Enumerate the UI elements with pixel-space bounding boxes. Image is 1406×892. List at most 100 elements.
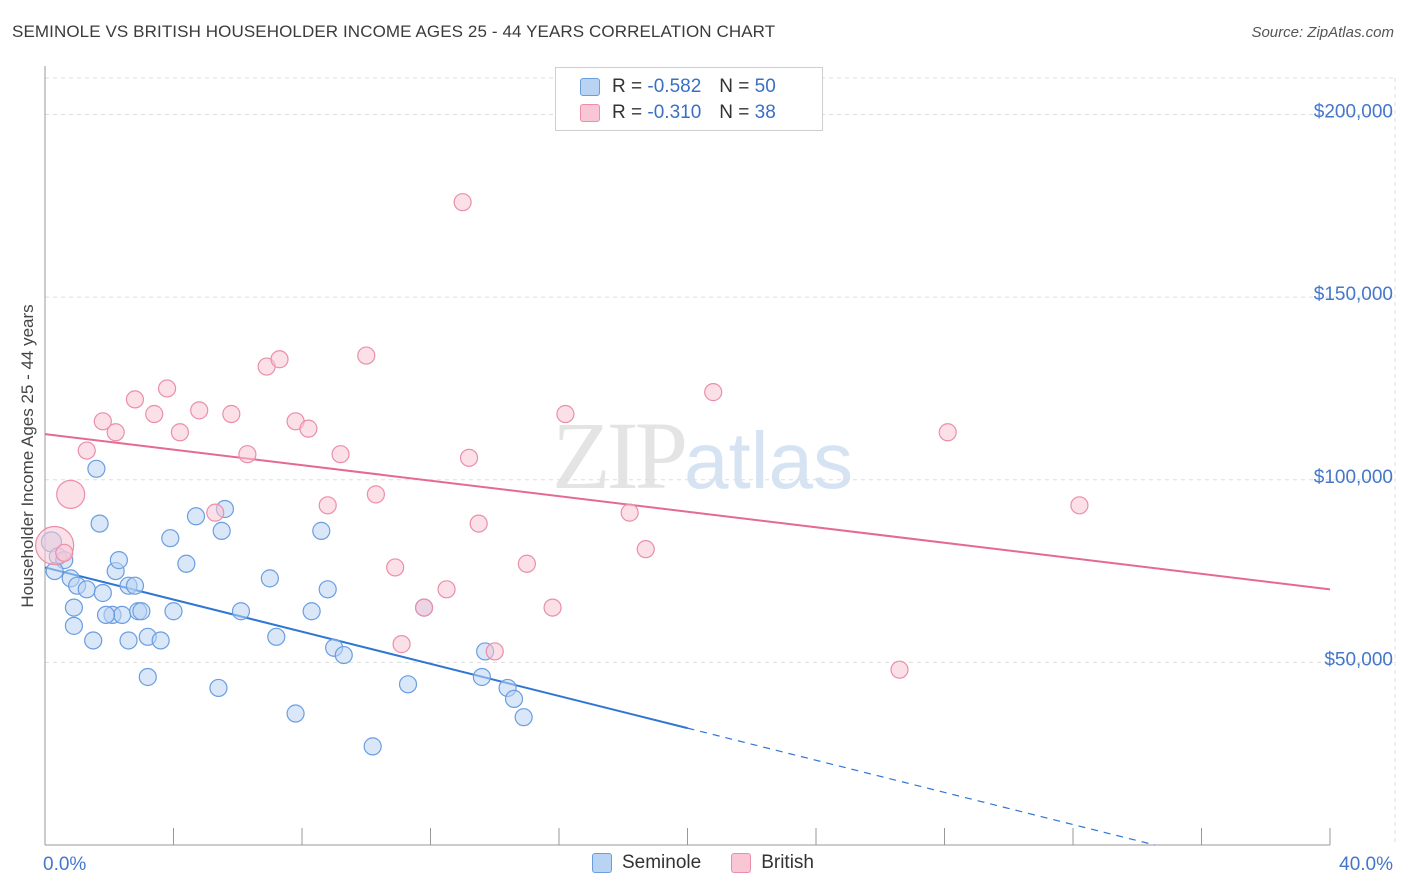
seminole-legend-swatch: [591, 853, 612, 873]
british-point: [222, 404, 241, 424]
british-point: [238, 445, 257, 464]
y-tick-label: $200,000: [1314, 102, 1393, 123]
british-point: [704, 383, 723, 402]
legend-row-british: R = -0.310 N = 38: [580, 100, 776, 126]
seminole-point: [312, 521, 331, 540]
seminole-point: [77, 580, 96, 599]
legend-item-british[interactable]: British: [731, 852, 814, 874]
seminole-point: [151, 631, 170, 650]
british-point: [157, 379, 177, 398]
series-legend: Seminole British: [0, 852, 1406, 874]
seminole-point: [318, 580, 337, 599]
seminole-point: [132, 602, 151, 621]
seminole-n-label: N =: [719, 76, 750, 97]
watermark-zip: ZIP: [552, 402, 688, 509]
british-point: [299, 419, 318, 438]
seminole-legend-label: Seminole: [621, 852, 702, 873]
seminole-point: [177, 554, 196, 573]
british-point: [1070, 496, 1089, 515]
british-point: [93, 412, 112, 431]
seminole-point: [186, 507, 206, 526]
chart-title: SEMINOLE VS BRITISH HOUSEHOLDER INCOME A…: [12, 22, 776, 41]
british-point: [437, 580, 456, 599]
british-point: [890, 660, 909, 679]
seminole-point: [84, 631, 103, 650]
x-tick-label: 40.0%: [1339, 854, 1393, 875]
british-point: [270, 350, 289, 369]
british-r-value: -0.310: [647, 102, 702, 123]
british-point: [459, 448, 479, 467]
seminole-point: [87, 459, 106, 478]
data-points: [35, 193, 1089, 756]
british-point: [386, 558, 405, 577]
seminole-point: [286, 704, 305, 723]
y-tick-label: $150,000: [1314, 284, 1393, 305]
british-point: [77, 441, 96, 460]
watermark: ZIPatlas: [552, 400, 853, 511]
seminole-point: [45, 561, 64, 581]
seminole-point: [138, 667, 157, 687]
british-point: [636, 540, 655, 559]
seminole-point: [260, 569, 279, 588]
british-point: [543, 598, 562, 617]
seminole-point: [90, 514, 109, 533]
british-legend-swatch: [731, 853, 752, 873]
british-point: [331, 445, 350, 464]
correlation-legend: R = -0.582 N = 50 R = -0.310 N = 38: [555, 67, 823, 131]
seminole-point: [302, 602, 321, 621]
seminole-trend-extension: [687, 727, 1155, 846]
british-n-label: N =: [719, 102, 750, 123]
seminole-point: [514, 708, 533, 727]
seminole-point: [504, 689, 524, 709]
seminole-point: [93, 583, 112, 603]
british-point: [206, 503, 225, 522]
seminole-point: [161, 529, 180, 548]
seminole-point: [334, 645, 353, 665]
british-point: [556, 404, 575, 424]
seminole-r-value: -0.582: [647, 76, 702, 97]
british-trend-line: [44, 433, 1331, 591]
seminole-n-value: 50: [754, 76, 776, 97]
seminole-point: [96, 605, 116, 625]
british-point: [453, 193, 472, 212]
british-point: [485, 642, 504, 661]
british-point: [55, 543, 74, 562]
seminole-point: [398, 675, 418, 694]
trend-lines: [44, 433, 1331, 846]
seminole-point: [125, 576, 145, 595]
british-point: [106, 423, 125, 442]
legend-row-seminole: R = -0.582 N = 50: [580, 74, 776, 100]
seminole-point: [64, 598, 84, 617]
axes: [44, 66, 1331, 846]
y-axis-title: Householder Income Ages 25 - 44 years: [18, 304, 37, 607]
x-tick-label: 0.0%: [43, 854, 86, 875]
british-point: [125, 390, 145, 409]
seminole-point: [209, 678, 228, 698]
british-point: [318, 496, 337, 515]
british-point: [366, 485, 385, 504]
seminole-point: [212, 521, 231, 540]
seminole-point: [231, 602, 251, 621]
british-r-label: R =: [612, 102, 643, 123]
seminole-point: [119, 631, 138, 650]
y-tick-label: $100,000: [1314, 467, 1393, 488]
british-point: [357, 346, 376, 365]
tick-labels: $50,000 $100,000 $150,000 $200,000 0.0% 40.0%…: [18, 102, 1393, 875]
british-point: [414, 598, 434, 617]
seminole-point: [109, 551, 128, 570]
british-point: [190, 401, 209, 420]
british-legend-label: British: [761, 852, 814, 873]
british-point: [145, 404, 164, 424]
seminole-trend-line: [44, 566, 688, 730]
seminole-r-label: R =: [612, 76, 643, 97]
legend-item-seminole[interactable]: Seminole: [591, 852, 702, 874]
watermark-atlas: atlas: [684, 416, 853, 505]
seminole-point: [112, 605, 132, 625]
seminole-point: [164, 602, 183, 621]
source-label: Source: ZipAtlas.com: [1251, 24, 1394, 41]
british-point: [517, 554, 536, 573]
british-point: [620, 503, 639, 522]
y-tick-label: $50,000: [1324, 649, 1393, 670]
british-point: [469, 514, 488, 533]
